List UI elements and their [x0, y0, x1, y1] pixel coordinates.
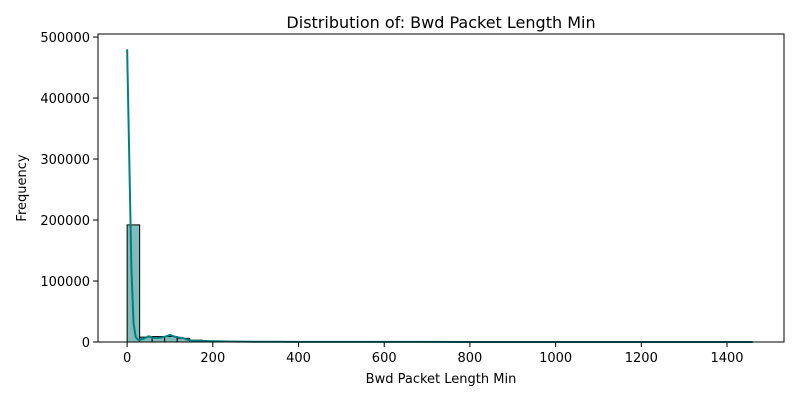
- x-tick-label: 1000: [539, 351, 572, 366]
- x-tick-label: 600: [372, 351, 397, 366]
- x-tick-label: 800: [458, 351, 483, 366]
- y-tick-label: 400000: [40, 92, 90, 107]
- x-tick-label: 200: [200, 351, 225, 366]
- plot-area: [98, 34, 784, 342]
- y-axis-ticks: 0 100000 200000 300000 400000 500000: [40, 31, 98, 351]
- chart-title: Distribution of: Bwd Packet Length Min: [286, 13, 595, 32]
- y-tick-label: 500000: [40, 31, 90, 46]
- plot-frame: [97, 33, 785, 343]
- y-axis-label: Frequency: [15, 154, 30, 221]
- x-axis-ticks: 0 200 400 600 800 1000 1200 1400: [123, 342, 744, 366]
- x-tick-label: 0: [123, 351, 131, 366]
- x-axis-label: Bwd Packet Length Min: [366, 372, 517, 387]
- y-tick-label: 0: [82, 336, 90, 351]
- x-tick-label: 1200: [625, 351, 658, 366]
- x-tick-label: 400: [286, 351, 311, 366]
- x-tick-label: 1400: [710, 351, 743, 366]
- y-tick-label: 300000: [40, 153, 90, 168]
- y-tick-label: 200000: [40, 214, 90, 229]
- y-tick-label: 100000: [40, 275, 90, 290]
